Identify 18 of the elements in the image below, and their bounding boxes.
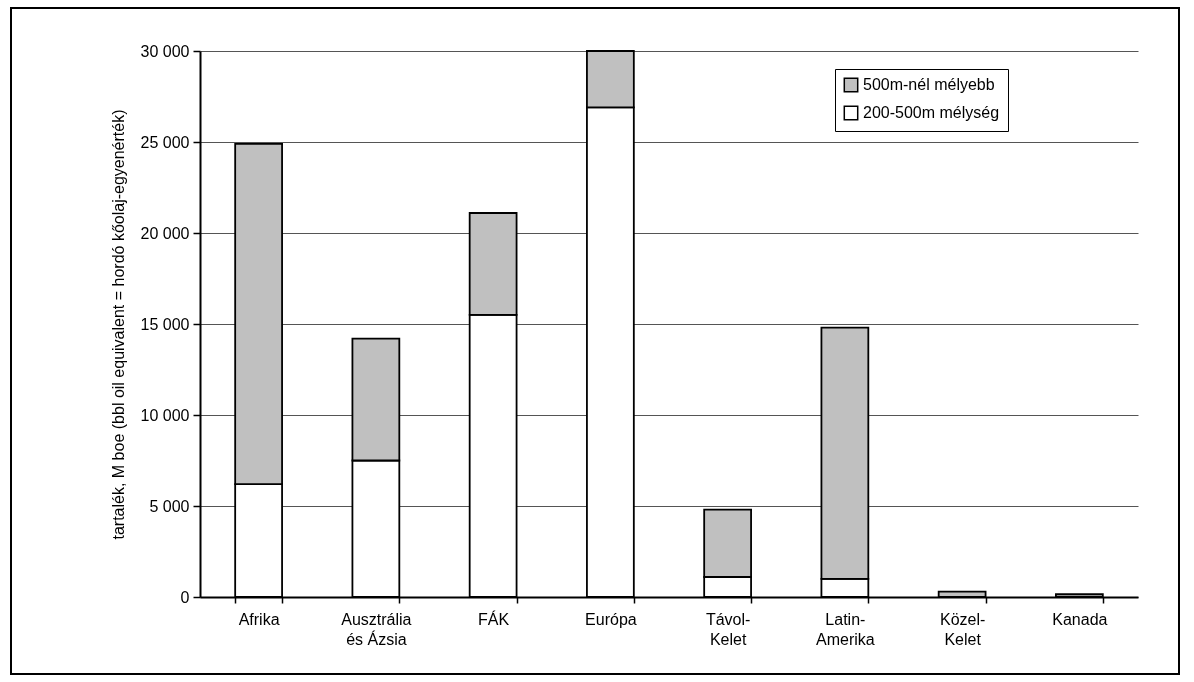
x-tick-label: Afrika	[238, 610, 280, 628]
y-tick-label: 25 000	[140, 133, 190, 151]
y-tick-label: 20 000	[140, 224, 190, 242]
x-tick-label: Európa	[585, 610, 637, 628]
y-tick-label: 5 000	[149, 497, 190, 515]
x-tick-label: Távol-Kelet	[705, 610, 751, 648]
legend-label: 500m-nél mélyebb	[863, 76, 995, 93]
y-tick-label: 30 000	[140, 42, 190, 60]
y-tick-label: 10 000	[140, 406, 190, 424]
y-tick-label: 15 000	[140, 315, 190, 333]
y-tick-label: 0	[180, 588, 190, 606]
y-axis-title: tartalék, M boe (bbl oil equivalent = hordó kőolaj-egyenérték)	[109, 109, 127, 540]
x-tick-label: FÁK	[478, 609, 510, 628]
x-tick-label: Latin-Amerika	[816, 610, 875, 648]
legend-label: 200-500m mélység	[863, 104, 1000, 121]
x-tick-label: Ausztrália és Ázsia	[341, 610, 412, 648]
x-tick-label: Közel-Kelet	[939, 610, 986, 648]
x-tick-label: Kanada	[1052, 610, 1108, 628]
